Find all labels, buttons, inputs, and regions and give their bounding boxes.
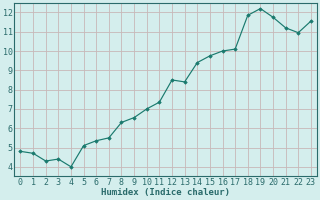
X-axis label: Humidex (Indice chaleur): Humidex (Indice chaleur) <box>101 188 230 197</box>
